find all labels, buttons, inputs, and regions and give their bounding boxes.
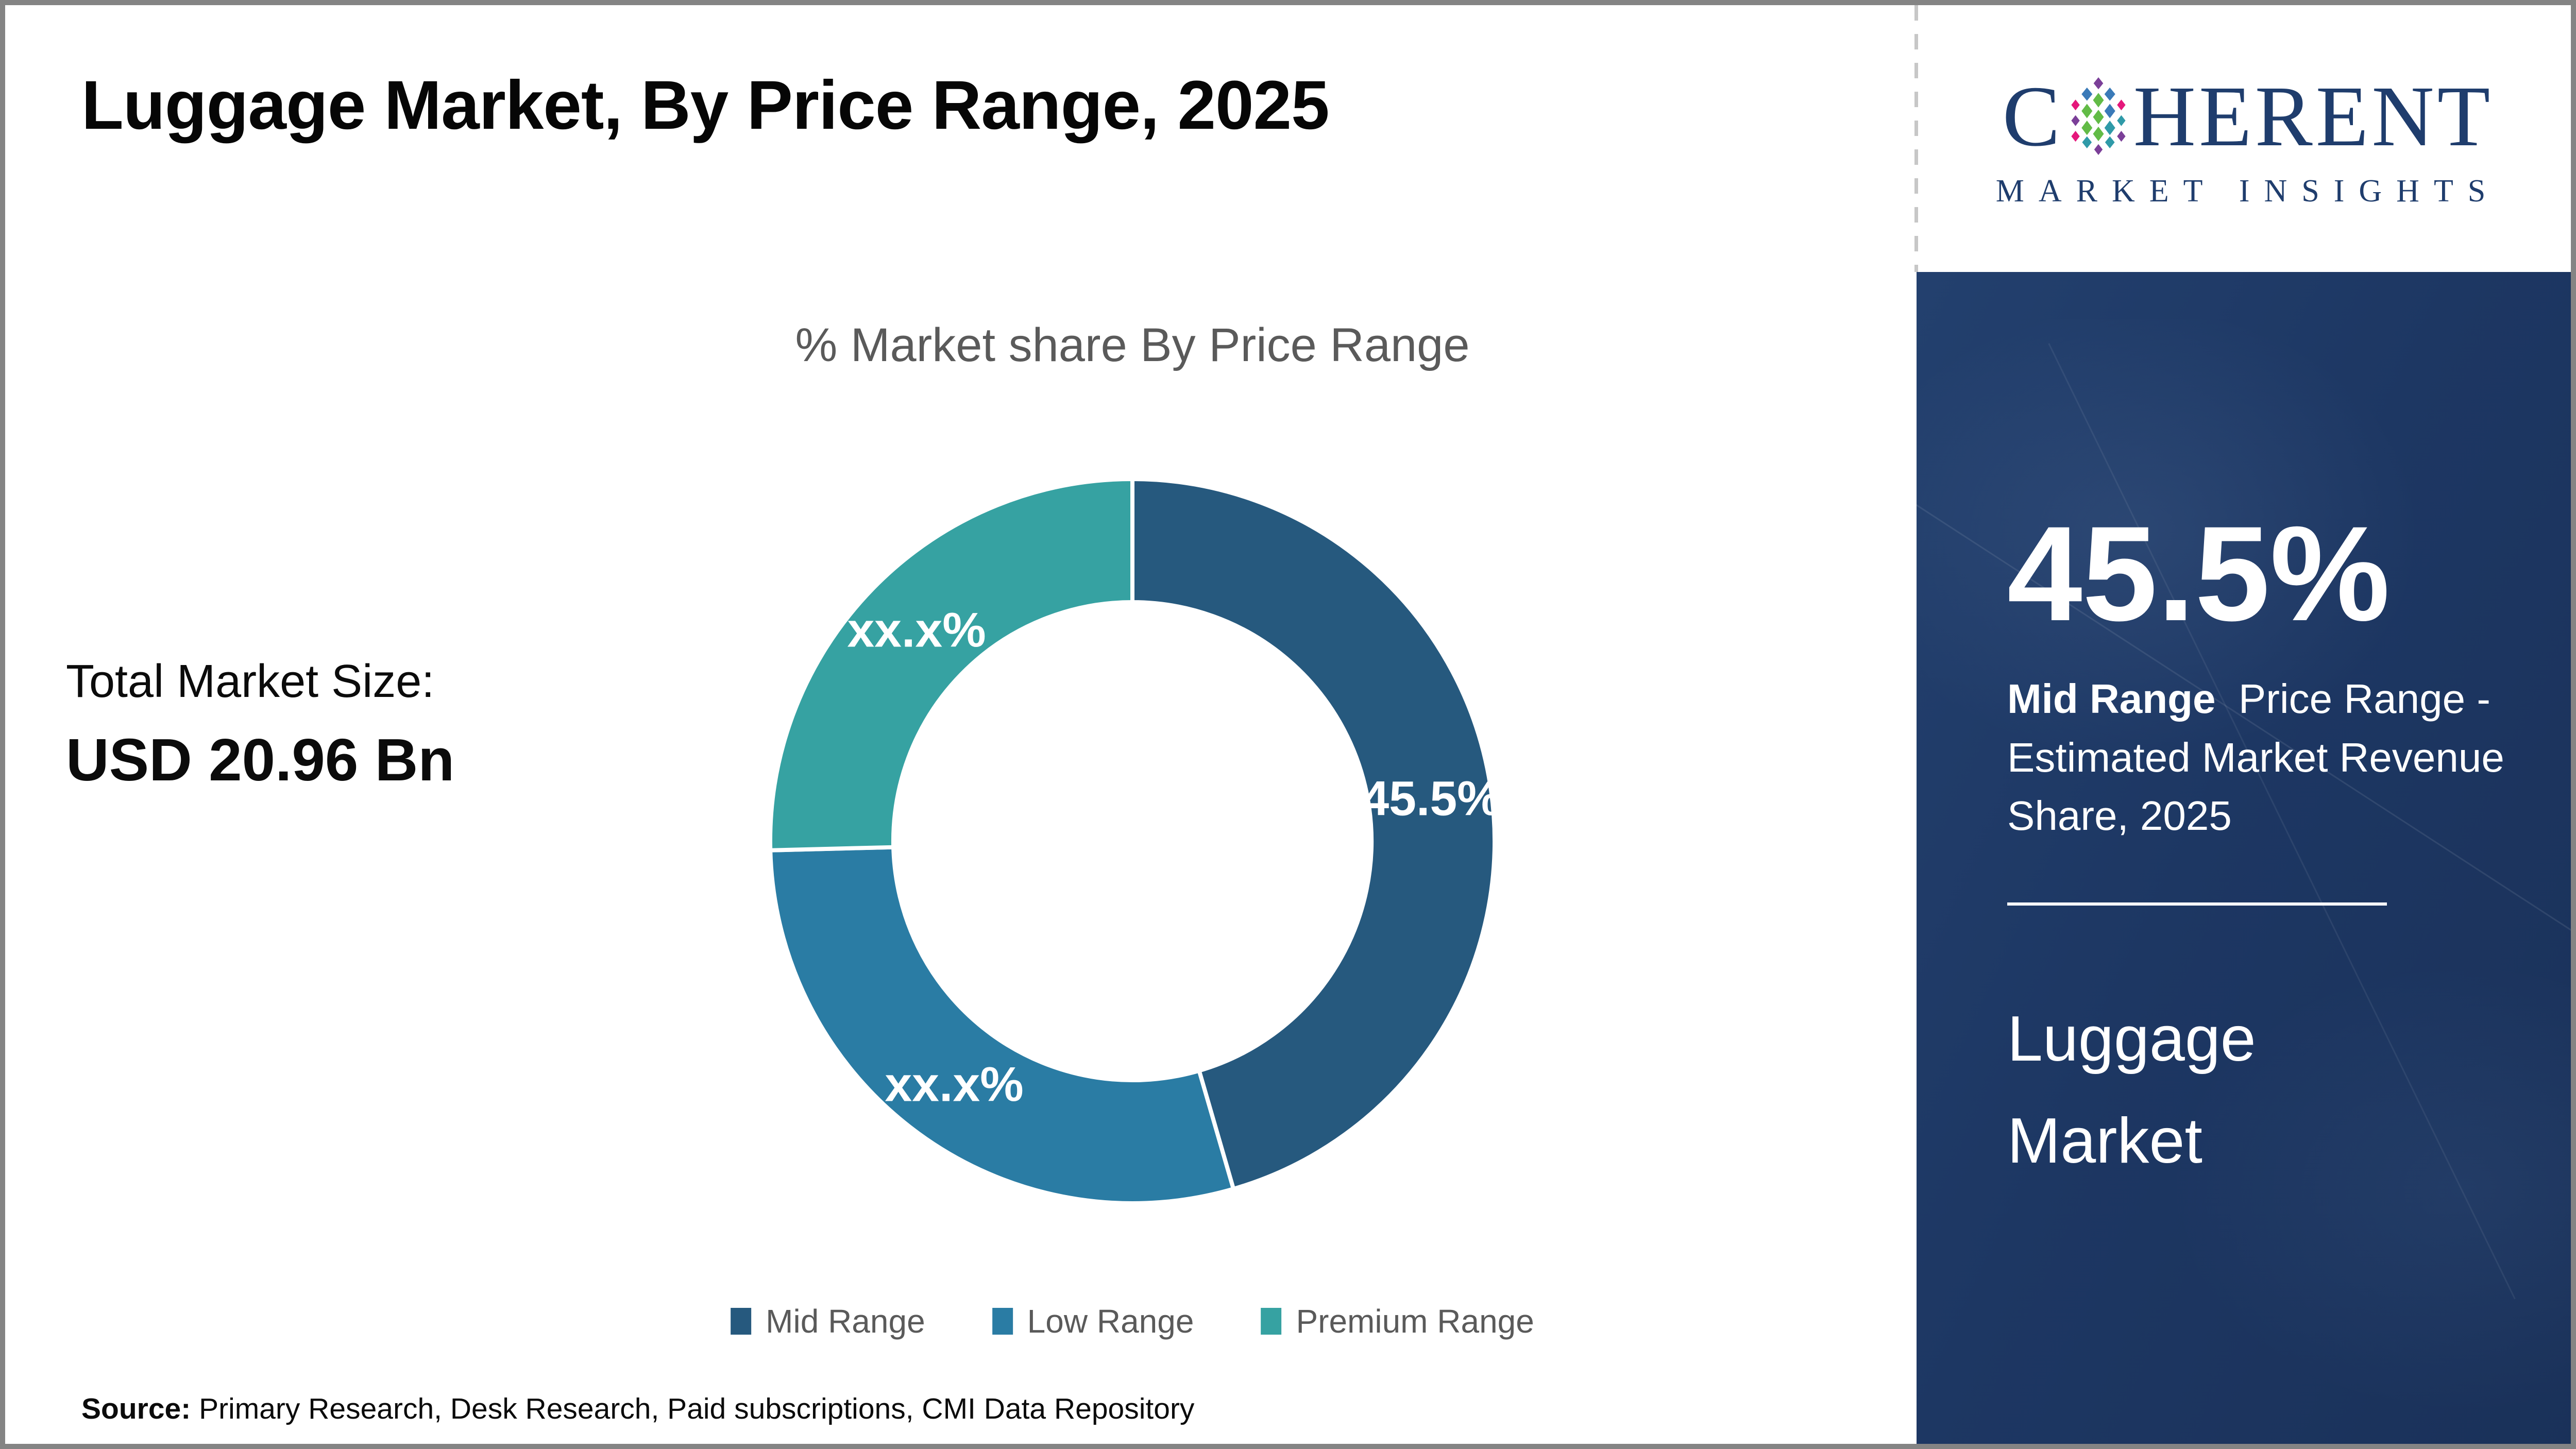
legend-label-premium-range: Premium Range [1296, 1303, 1534, 1340]
legend-item-premium-range: Premium Range [1261, 1302, 1534, 1340]
chart-title: % Market share By Price Range [795, 319, 1470, 371]
logo-word-end: HERENT [2133, 68, 2494, 164]
donut-segment-low-range [768, 845, 1236, 1206]
logo-word-start: C [2002, 68, 2063, 164]
legend-item-low-range: Low Range [992, 1302, 1194, 1340]
chart-legend: Mid Range Low Range Premium Range [731, 1302, 1534, 1340]
sidebar-stat-value: 45.5% [2007, 498, 2390, 649]
total-market-size-label: Total Market Size: [66, 656, 435, 707]
donut-segment-mid-range [1130, 476, 1497, 1192]
legend-label-mid-range: Mid Range [766, 1303, 925, 1340]
total-market-size-value: USD 20.96 Bn [66, 726, 455, 793]
sidebar-stat-segment: Mid Range [2007, 676, 2216, 722]
source-note: Source: Primary Research, Desk Research,… [81, 1392, 1194, 1426]
sidebar-panel: 45.5% Mid Range Price Range - Estimated … [1917, 272, 2571, 1444]
sidebar-stat-rest: Price Range - Estimated Market Revenue S… [2007, 676, 2504, 839]
donut-segment-premium-range [768, 476, 1134, 853]
sidebar-market-name: Luggage Market [2007, 1003, 2256, 1177]
sidebar-divider-line [2007, 902, 2387, 906]
logo-wordmark: C HERENT [2003, 73, 2494, 160]
donut-chart [768, 476, 1497, 1206]
sidebar-stat-description: Mid Range Price Range - Estimated Market… [2007, 670, 2571, 845]
dashed-divider [1914, 5, 1918, 272]
legend-swatch-mid-range [731, 1308, 752, 1335]
legend-label-low-range: Low Range [1027, 1303, 1194, 1340]
legend-swatch-low-range [992, 1308, 1013, 1335]
page-title: Luggage Market, By Price Range, 2025 [81, 67, 1330, 144]
source-label: Source: [81, 1392, 191, 1425]
company-logo: C HERENT [1920, 10, 2571, 272]
logo-tagline: MARKET INSIGHTS [1995, 173, 2500, 209]
legend-swatch-premium-range [1261, 1308, 1282, 1335]
globe-icon [2071, 77, 2126, 155]
legend-item-mid-range: Mid Range [731, 1302, 925, 1340]
source-text: Primary Research, Desk Research, Paid su… [191, 1392, 1195, 1425]
